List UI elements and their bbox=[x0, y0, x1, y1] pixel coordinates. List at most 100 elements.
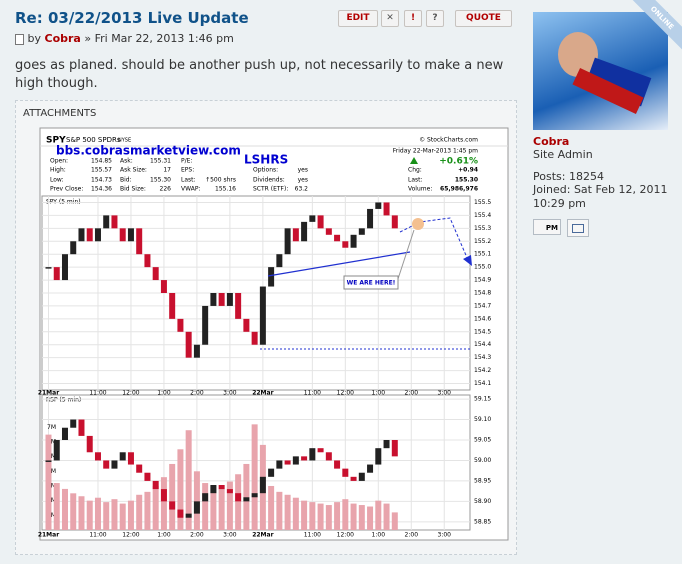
quote-value: 155.30 bbox=[150, 177, 171, 184]
volume-bar bbox=[144, 491, 151, 530]
candle bbox=[103, 215, 110, 229]
x-tick-label: 11:00 bbox=[89, 532, 106, 539]
quote-label: Last: bbox=[181, 177, 196, 184]
volume-bar bbox=[61, 488, 68, 530]
x-tick-label: 3:00 bbox=[223, 390, 237, 397]
candle bbox=[292, 228, 299, 242]
pm-button[interactable]: PM bbox=[533, 219, 561, 235]
profile-name[interactable]: Cobra bbox=[533, 135, 570, 148]
y-tick-label: 154.8 bbox=[474, 290, 491, 297]
delete-button[interactable]: ✕ bbox=[381, 10, 399, 27]
volume-bar bbox=[193, 471, 200, 530]
candle bbox=[383, 202, 390, 216]
candle bbox=[375, 202, 382, 209]
quote-value: +0.94 bbox=[458, 167, 478, 174]
chart-subtitle: S&P 500 SPDRs bbox=[66, 136, 121, 144]
quote-label: P/E: bbox=[181, 158, 192, 165]
projection-arrow bbox=[463, 255, 472, 266]
x-tick-label: 21Mar bbox=[38, 532, 59, 539]
candle bbox=[251, 493, 258, 498]
x-tick-label: 12:00 bbox=[122, 532, 139, 539]
candle bbox=[94, 452, 101, 461]
chart-title: SPY bbox=[46, 136, 66, 146]
report-button[interactable]: ! bbox=[404, 10, 422, 27]
candle bbox=[367, 464, 374, 473]
candle bbox=[193, 344, 200, 358]
candle bbox=[301, 456, 308, 461]
quote-value: 154.36 bbox=[91, 186, 112, 193]
rsp-label: RSP (5 min) bbox=[46, 397, 81, 404]
volume-bar bbox=[111, 499, 118, 530]
volume-bar bbox=[169, 463, 176, 530]
candle bbox=[185, 331, 192, 358]
candle bbox=[292, 456, 299, 465]
y-tick-label: 155.3 bbox=[474, 225, 491, 232]
y-tick-label: 59.10 bbox=[474, 416, 491, 423]
profile-posts: Posts: 18254 bbox=[533, 170, 604, 183]
candle bbox=[284, 460, 291, 465]
volume-bar bbox=[325, 505, 332, 530]
x-tick-label: 2:00 bbox=[405, 390, 419, 397]
exchange: NYSE bbox=[118, 138, 131, 144]
x-tick-label: 3:00 bbox=[438, 390, 452, 397]
candle bbox=[284, 228, 291, 255]
x-tick-label: 1:00 bbox=[157, 390, 171, 397]
y-tick-label: 154.7 bbox=[474, 302, 491, 309]
volume-bar bbox=[202, 483, 209, 530]
volume-bar bbox=[334, 502, 341, 530]
candle bbox=[202, 493, 209, 502]
avatar[interactable] bbox=[533, 12, 668, 130]
info-button[interactable]: ? bbox=[426, 10, 444, 27]
quote-label: Dividends: bbox=[253, 177, 285, 184]
candle bbox=[111, 460, 118, 469]
volume-bar bbox=[210, 485, 217, 530]
candle bbox=[317, 215, 324, 229]
quote-label: Volume: bbox=[408, 186, 432, 193]
quote-label: Options: bbox=[253, 167, 278, 174]
tag: LSHRS bbox=[244, 153, 288, 167]
volume-bar bbox=[276, 491, 283, 530]
post-title[interactable]: Re: 03/22/2013 Live Update bbox=[15, 9, 249, 27]
volume-bar bbox=[218, 488, 225, 530]
candle bbox=[103, 460, 110, 469]
y-tick-label: 155.4 bbox=[474, 212, 491, 219]
annotation-box bbox=[343, 275, 399, 290]
candle bbox=[136, 228, 143, 255]
volume-bar bbox=[152, 485, 159, 530]
x-tick-label: 2:00 bbox=[190, 390, 204, 397]
y-tick-label: 58.90 bbox=[474, 498, 491, 505]
volume-bar bbox=[284, 494, 291, 530]
email-button[interactable] bbox=[567, 219, 589, 237]
x-tick-label: 2:00 bbox=[405, 532, 419, 539]
quote-value: 155.30 bbox=[455, 177, 478, 184]
quote-button[interactable]: QUOTE bbox=[455, 10, 512, 27]
volume-bar bbox=[358, 505, 365, 530]
volume-bar bbox=[383, 503, 390, 530]
candle bbox=[218, 293, 225, 306]
candle bbox=[342, 241, 349, 248]
candle bbox=[226, 489, 233, 494]
candle bbox=[251, 331, 258, 345]
quote-label: Bid Size: bbox=[120, 186, 146, 193]
change: +0.61% bbox=[439, 157, 478, 167]
quote-value: 17 bbox=[163, 167, 171, 174]
volume-bar bbox=[136, 494, 143, 530]
quote-label: Chg: bbox=[408, 167, 422, 174]
volume-bar bbox=[309, 502, 316, 530]
candle bbox=[367, 208, 374, 229]
quote-label: VWAP: bbox=[181, 186, 200, 193]
author[interactable]: Cobra bbox=[44, 32, 81, 45]
quote-label: Ask: bbox=[120, 158, 133, 165]
candle bbox=[78, 419, 85, 436]
volume-bar bbox=[391, 512, 398, 530]
volume-bar bbox=[350, 503, 357, 530]
candle bbox=[45, 267, 52, 269]
edit-button[interactable]: EDIT bbox=[338, 10, 378, 27]
candle bbox=[259, 286, 266, 345]
candle bbox=[70, 241, 77, 255]
volume-bar bbox=[317, 503, 324, 530]
candle bbox=[53, 440, 60, 461]
volume-bar bbox=[86, 500, 93, 530]
